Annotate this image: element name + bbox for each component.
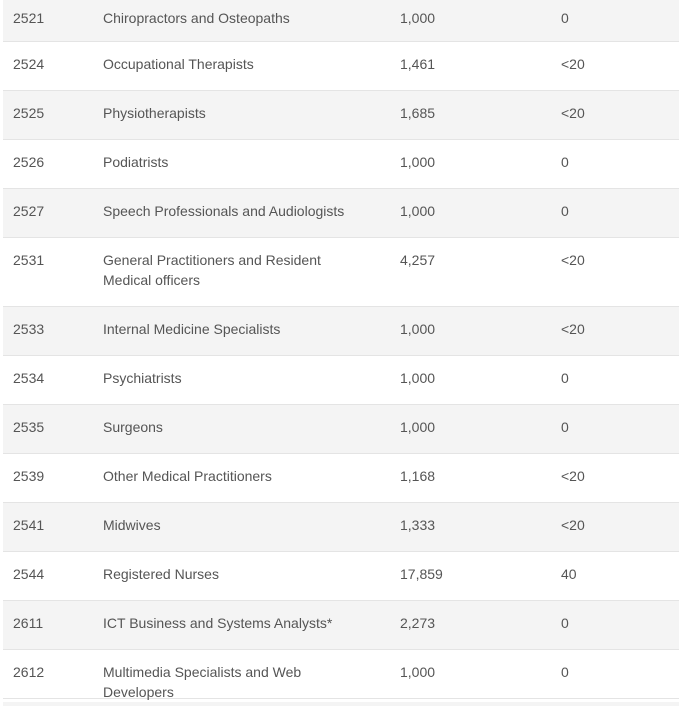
occupation-ceiling: 1,000 xyxy=(400,154,436,170)
occupation-code: 2525 xyxy=(13,105,45,121)
table-row: 2612 Multimedia Specialists and Web Deve… xyxy=(3,650,679,700)
occupation-title: Internal Medicine Specialists xyxy=(103,321,281,337)
occupation-title: Occupational Therapists xyxy=(103,56,254,72)
table-row: 2526 Podiatrists 1,000 0 xyxy=(3,140,679,189)
occupation-ceiling: 1,000 xyxy=(400,419,436,435)
table-row: 2533 Internal Medicine Specialists 1,000… xyxy=(3,307,679,356)
occupation-code: 2539 xyxy=(13,468,45,484)
occupation-code: 2611 xyxy=(13,615,44,631)
occupation-code: 2526 xyxy=(13,154,45,170)
occupation-title: ICT Business and Systems Analysts* xyxy=(103,615,333,631)
invitation-count: 0 xyxy=(561,370,569,386)
occupation-ceiling: 1,000 xyxy=(400,10,436,26)
occupation-title: Registered Nurses xyxy=(103,566,219,582)
occupation-title: Chiropractors and Osteopaths xyxy=(103,10,290,26)
occupation-ceiling: 1,461 xyxy=(400,56,436,72)
invitation-count: <20 xyxy=(561,56,585,72)
table-row: 2541 Midwives 1,333 <20 xyxy=(3,503,679,552)
occupation-code: 2521 xyxy=(13,10,45,26)
occupation-code: 2544 xyxy=(13,566,45,582)
occupation-ceiling: 1,333 xyxy=(400,517,436,533)
table-row: 2544 Registered Nurses 17,859 40 xyxy=(3,552,679,601)
occupation-code: 2531 xyxy=(13,252,45,268)
occupation-code: 2535 xyxy=(13,419,45,435)
occupation-code: 2527 xyxy=(13,203,45,219)
invitation-count: 0 xyxy=(561,203,569,219)
table-row: 2524 Occupational Therapists 1,461 <20 xyxy=(3,42,679,91)
occupation-table: 2521 Chiropractors and Osteopaths 1,000 … xyxy=(3,0,679,700)
occupation-code: 2541 xyxy=(13,517,45,533)
occupation-title: Psychiatrists xyxy=(103,370,182,386)
occupation-code: 2534 xyxy=(13,370,45,386)
invitation-count: 0 xyxy=(561,664,569,680)
occupation-ceiling: 1,000 xyxy=(400,321,436,337)
table-row: 2611 ICT Business and Systems Analysts* … xyxy=(3,601,679,650)
occupation-ceiling: 2,273 xyxy=(400,615,436,631)
occupation-title: Other Medical Practitioners xyxy=(103,468,272,484)
occupation-ceiling: 1,168 xyxy=(400,468,436,484)
table-row: 2521 Chiropractors and Osteopaths 1,000 … xyxy=(3,0,679,42)
occupation-title: Surgeons xyxy=(103,419,163,435)
table-row: 2534 Psychiatrists 1,000 0 xyxy=(3,356,679,405)
occupation-title: Midwives xyxy=(103,517,161,533)
occupation-title: General Practitioners and Resident Medic… xyxy=(103,252,321,288)
occupation-title: Physiotherapists xyxy=(103,105,206,121)
invitation-count: <20 xyxy=(561,517,585,533)
occupation-code: 2533 xyxy=(13,321,45,337)
occupation-code: 2524 xyxy=(13,56,45,72)
table-row: 2531 General Practitioners and Resident … xyxy=(3,238,679,307)
occupation-ceiling: 4,257 xyxy=(400,252,436,268)
invitation-count: 0 xyxy=(561,615,569,631)
invitation-count: 0 xyxy=(561,419,569,435)
occupation-title: Podiatrists xyxy=(103,154,169,170)
occupation-ceiling: 1,000 xyxy=(400,203,436,219)
table-row: 2527 Speech Professionals and Audiologis… xyxy=(3,189,679,238)
invitation-count: <20 xyxy=(561,321,585,337)
occupation-ceiling: 1,000 xyxy=(400,370,436,386)
occupation-ceiling: 17,859 xyxy=(400,566,443,582)
occupation-ceiling: 1,685 xyxy=(400,105,436,121)
table-row: 2525 Physiotherapists 1,685 <20 xyxy=(3,91,679,140)
occupation-ceiling: 1,000 xyxy=(400,664,436,680)
invitation-count: 40 xyxy=(561,566,577,582)
occupation-code: 2612 xyxy=(13,664,45,680)
table-row: 2539 Other Medical Practitioners 1,168 <… xyxy=(3,454,679,503)
invitation-count: <20 xyxy=(561,252,585,268)
next-row-edge xyxy=(3,702,679,706)
invitation-count: 0 xyxy=(561,10,569,26)
invitation-count: <20 xyxy=(561,468,585,484)
table-row: 2535 Surgeons 1,000 0 xyxy=(3,405,679,454)
occupation-title: Speech Professionals and Audiologists xyxy=(103,203,345,219)
invitation-count: 0 xyxy=(561,154,569,170)
occupation-title: Multimedia Specialists and Web Developer… xyxy=(103,664,302,700)
invitation-count: <20 xyxy=(561,105,585,121)
